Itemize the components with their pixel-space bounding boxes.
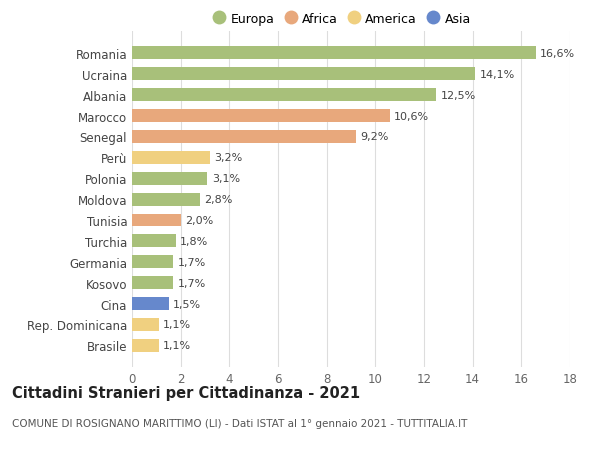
Bar [132, 151, 210, 164]
Bar [132, 276, 173, 290]
Bar [132, 131, 356, 144]
Bar [132, 47, 536, 60]
Bar [132, 110, 390, 123]
Text: 9,2%: 9,2% [360, 132, 389, 142]
Bar [132, 68, 475, 81]
Text: 2,0%: 2,0% [185, 216, 213, 225]
Text: 1,1%: 1,1% [163, 341, 191, 351]
Legend: Europa, Africa, America, Asia: Europa, Africa, America, Asia [211, 11, 473, 29]
Text: 3,1%: 3,1% [212, 174, 240, 184]
Text: 1,5%: 1,5% [173, 299, 201, 309]
Text: 10,6%: 10,6% [394, 112, 430, 121]
Text: 16,6%: 16,6% [541, 49, 575, 59]
Text: 14,1%: 14,1% [479, 70, 515, 80]
Bar [132, 256, 173, 269]
Text: 1,8%: 1,8% [180, 236, 208, 246]
Bar [132, 214, 181, 227]
Bar [132, 173, 208, 185]
Text: 2,8%: 2,8% [205, 195, 233, 205]
Text: 1,7%: 1,7% [178, 257, 206, 267]
Bar [132, 235, 176, 248]
Text: 1,7%: 1,7% [178, 278, 206, 288]
Bar [132, 339, 159, 352]
Text: 12,5%: 12,5% [440, 90, 476, 101]
Bar [132, 89, 436, 102]
Bar [132, 297, 169, 310]
Bar [132, 193, 200, 206]
Text: 1,1%: 1,1% [163, 319, 191, 330]
Text: 3,2%: 3,2% [214, 153, 242, 163]
Text: COMUNE DI ROSIGNANO MARITTIMO (LI) - Dati ISTAT al 1° gennaio 2021 - TUTTITALIA.: COMUNE DI ROSIGNANO MARITTIMO (LI) - Dat… [12, 418, 467, 428]
Bar [132, 318, 159, 331]
Text: Cittadini Stranieri per Cittadinanza - 2021: Cittadini Stranieri per Cittadinanza - 2… [12, 385, 360, 400]
